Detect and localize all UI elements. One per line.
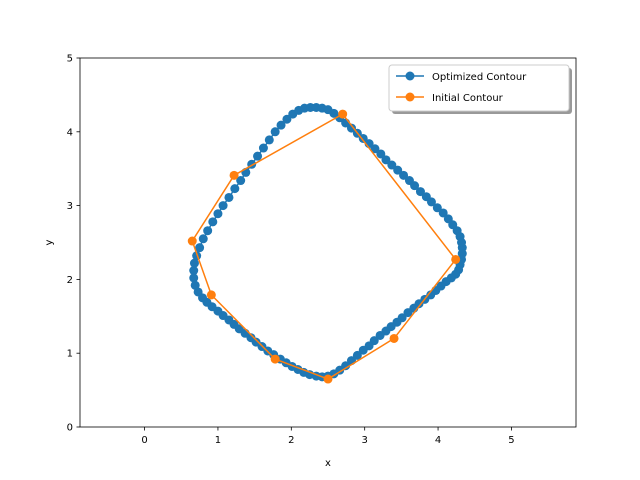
y-tick-label-1: 1: [67, 349, 73, 360]
legend: Optimized Contour Initial Contour: [388, 64, 572, 114]
data-point-0-14: [403, 308, 413, 318]
y-tick-label-0: 0: [67, 423, 73, 434]
data-point-0-99: [432, 203, 442, 213]
x-axis-label: x: [325, 458, 331, 469]
y-tick-label-5: 5: [67, 54, 73, 65]
data-point-0-58: [198, 234, 208, 244]
data-point-0-98: [426, 197, 436, 207]
data-point-0-92: [393, 165, 403, 175]
data-point-0-19: [375, 330, 385, 340]
x-tick-label-4: 4: [435, 435, 441, 446]
y-tick-label-3: 3: [67, 201, 73, 212]
data-point-0-71: [270, 127, 280, 137]
y-tick-label-2: 2: [67, 275, 73, 286]
data-point-0-22: [358, 345, 368, 355]
data-point-1-1: [389, 333, 399, 343]
data-point-0-100: [438, 208, 448, 218]
series-layer: [187, 102, 467, 384]
legend-label-optimized: Optimized Contour: [432, 72, 527, 83]
y-axis-label: y: [44, 239, 55, 245]
data-point-0-64: [230, 184, 240, 194]
data-point-0-105: [457, 238, 467, 247]
x-tick-label-3: 3: [361, 435, 367, 446]
data-point-0-55: [189, 258, 199, 268]
data-point-0-59: [203, 226, 213, 236]
data-point-0-53: [189, 273, 199, 283]
ticks-layer: 0 1 2 3 4 5 0 1 2 3 4 5: [67, 54, 515, 447]
data-point-0-63: [224, 192, 234, 202]
data-point-0-86: [358, 133, 368, 143]
data-point-1-0: [451, 254, 461, 264]
data-point-1-4: [206, 290, 216, 300]
data-point-0-93: [399, 170, 409, 180]
data-point-0-54: [189, 266, 199, 276]
data-point-1-2: [323, 374, 333, 384]
data-point-0-60: [208, 217, 218, 227]
data-point-0-88: [370, 144, 380, 154]
data-point-1-3: [270, 354, 280, 364]
series-0: [189, 102, 467, 382]
data-point-0-95: [410, 181, 420, 191]
series-1: [187, 109, 461, 384]
data-point-0-23: [352, 350, 362, 360]
x-tick-label-1: 1: [215, 435, 221, 446]
data-point-0-70: [264, 135, 274, 145]
data-point-0-73: [282, 114, 292, 124]
data-point-0-90: [381, 155, 391, 165]
data-point-0-62: [218, 201, 228, 211]
data-point-0-91: [387, 160, 397, 170]
data-point-0-61: [213, 209, 223, 219]
data-point-0-69: [258, 143, 268, 153]
data-point-1-7: [338, 109, 348, 119]
legend-marker-optimized: [405, 71, 415, 81]
data-point-0-52: [190, 280, 200, 290]
x-tick-label-5: 5: [508, 435, 514, 446]
y-tick-label-4: 4: [67, 127, 73, 138]
x-tick-label-0: 0: [141, 435, 147, 446]
data-point-0-89: [376, 149, 386, 159]
data-point-0-84: [346, 123, 356, 133]
data-point-0-65: [236, 176, 246, 186]
legend-marker-initial: [405, 92, 415, 102]
legend-box: [388, 64, 570, 112]
legend-label-initial: Initial Contour: [432, 93, 504, 104]
x-tick-label-2: 2: [288, 435, 294, 446]
data-point-0-57: [195, 243, 205, 253]
data-point-1-5: [187, 236, 197, 246]
data-point-1-6: [229, 170, 239, 180]
data-point-0-96: [415, 187, 425, 197]
plot-frame: [79, 57, 577, 428]
data-point-0-68: [253, 151, 263, 161]
data-point-0-72: [276, 120, 286, 130]
